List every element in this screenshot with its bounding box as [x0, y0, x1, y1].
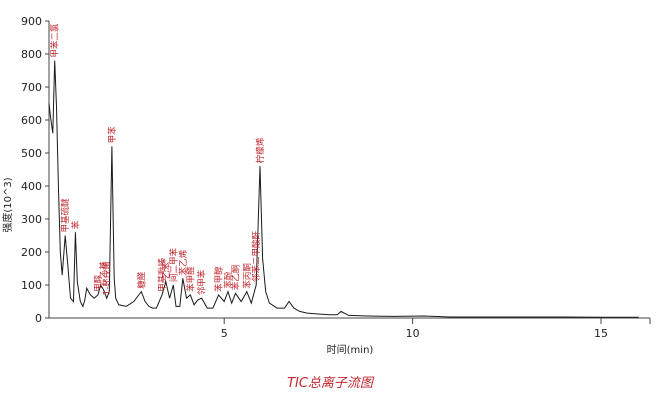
- peak-label: 苯甲醇: [214, 266, 225, 292]
- peak-label: 苯乙酮: [231, 265, 242, 291]
- peak-label: 甲苯二氯: [50, 23, 61, 58]
- peak-label: 甲基吡嗪: [157, 257, 168, 292]
- y-tick-label: 600: [21, 114, 42, 127]
- y-tick-label: 100: [21, 279, 42, 292]
- y-tick-label: 700: [21, 81, 42, 94]
- y-tick-label: 500: [21, 147, 42, 160]
- y-tick-label: 800: [21, 48, 42, 61]
- peak-label: 1-乙基: [99, 261, 110, 287]
- peak-label: 间二甲苯: [168, 247, 179, 282]
- y-tick-label: 400: [21, 180, 42, 193]
- peak-label: 苯: [70, 220, 81, 229]
- tic-series-line: [48, 60, 639, 318]
- x-axis-ticks: 5 10 15: [221, 318, 608, 340]
- tic-chart: 0 100 200 300 400 500 600 700 800 900 5 10 15 甲苯二氯甲…: [1, 15, 651, 356]
- peak-label: 甲基硫醚: [60, 198, 71, 233]
- peak-label: 糠醛: [136, 271, 147, 289]
- y-tick-label: 300: [21, 213, 42, 226]
- peak-label: 苯乙烯: [178, 249, 189, 275]
- chart-caption: TIC总离子流图: [287, 376, 373, 391]
- y-axis-title: 强度(10^3): [1, 177, 14, 232]
- peak-label: 甲苯: [107, 126, 118, 144]
- y-axis-ticks: 0 100 200 300 400 500 600 700 800 900: [21, 15, 49, 325]
- x-tick-label: 10: [406, 327, 420, 340]
- peak-label: 乙苯: [161, 261, 172, 279]
- y-tick-label: 200: [21, 246, 42, 259]
- x-tick-label: 15: [594, 327, 608, 340]
- y-tick-label: 0: [35, 312, 42, 325]
- peak-label: 1-环戊烯: [102, 261, 113, 295]
- peak-label: 甲醇: [93, 274, 104, 292]
- peak-label: 苯甲醛: [185, 266, 196, 292]
- plot-area: 0 100 200 300 400 500 600 700 800 900 5 10 15 甲苯二氯甲…: [21, 15, 651, 340]
- peak-label: 柠檬烯: [255, 137, 266, 163]
- y-tick-label: 900: [21, 15, 42, 28]
- peak-label: 邻苯二甲酸酐: [251, 230, 262, 282]
- peak-label: 苯酚: [223, 271, 234, 289]
- peak-label: 邻甲苯: [197, 269, 208, 295]
- x-axis-title: 时间(min): [327, 343, 374, 356]
- peak-label: 苯丙酮: [242, 263, 253, 289]
- x-tick-label: 5: [221, 327, 228, 340]
